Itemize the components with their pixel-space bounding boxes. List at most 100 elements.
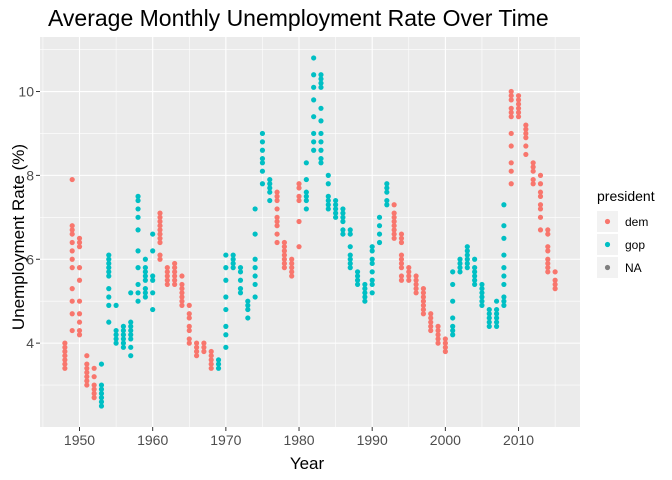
- data-point-gop: [237, 286, 244, 292]
- data-point-gop: [252, 281, 258, 288]
- data-point-dem: [508, 97, 514, 103]
- data-point-gop: [106, 256, 112, 262]
- data-point-gop: [479, 298, 485, 304]
- data-point-gop: [252, 256, 258, 262]
- data-point-gop: [120, 332, 127, 338]
- data-point-gop: [142, 290, 148, 296]
- data-point-dem: [523, 130, 529, 137]
- data-point-dem: [208, 357, 214, 363]
- data-point-gop: [479, 281, 485, 288]
- data-point-dem: [76, 332, 83, 338]
- data-point-gop: [479, 286, 485, 292]
- legend-key-gop: [604, 241, 611, 248]
- data-point-gop: [362, 290, 368, 296]
- data-point-gop: [237, 290, 244, 296]
- data-point-dem: [508, 160, 514, 166]
- data-point-gop: [128, 336, 134, 342]
- data-point-gop: [376, 223, 383, 229]
- data-point-dem: [537, 189, 544, 195]
- data-point-dem: [545, 265, 551, 271]
- data-point-gop: [318, 76, 324, 82]
- data-point-dem: [179, 302, 185, 308]
- data-point-gop: [142, 273, 148, 279]
- data-point-dem: [289, 269, 295, 275]
- data-point-gop: [303, 189, 309, 195]
- data-point-gop: [501, 252, 507, 258]
- data-point-gop: [472, 265, 478, 271]
- data-point-gop: [340, 227, 346, 233]
- data-point-dem: [537, 172, 544, 178]
- data-point-dem: [76, 277, 83, 283]
- data-point-dem: [420, 290, 427, 296]
- data-point-gop: [303, 160, 309, 166]
- data-point-dem: [296, 197, 302, 204]
- data-point-gop: [369, 244, 375, 250]
- data-point-dem: [420, 294, 427, 300]
- data-point-dem: [442, 344, 448, 350]
- data-point-dem: [179, 294, 185, 300]
- data-point-gop: [472, 281, 478, 288]
- data-point-gop: [486, 319, 492, 325]
- data-point-gop: [501, 281, 507, 288]
- data-point-dem: [84, 353, 90, 359]
- data-point-dem: [391, 235, 397, 241]
- data-point-dem: [274, 206, 280, 212]
- data-point-dem: [398, 265, 405, 271]
- data-point-dem: [76, 311, 83, 317]
- data-point-dem: [157, 231, 163, 237]
- data-point-dem: [186, 311, 192, 317]
- data-point-dem: [428, 311, 434, 317]
- data-point-dem: [515, 93, 522, 99]
- data-point-gop: [223, 306, 229, 313]
- data-point-dem: [545, 256, 551, 262]
- data-point-gop: [98, 361, 105, 367]
- data-point-gop: [450, 281, 456, 288]
- data-point-dem: [391, 202, 397, 208]
- data-point-dem: [281, 265, 287, 271]
- data-point-dem: [186, 323, 192, 329]
- data-point-dem: [208, 348, 214, 355]
- data-point-gop: [98, 390, 105, 397]
- y-tick-label: 4: [26, 335, 34, 351]
- data-point-dem: [186, 340, 192, 346]
- data-point-dem: [281, 239, 287, 246]
- data-point-gop: [237, 277, 244, 283]
- data-point-dem: [193, 348, 200, 355]
- data-point-gop: [150, 231, 156, 237]
- data-point-dem: [186, 327, 192, 334]
- data-point-dem: [76, 244, 83, 250]
- x-tick-label: 2010: [503, 432, 534, 448]
- x-tick-label: 1980: [283, 432, 314, 448]
- data-point-gop: [318, 156, 324, 162]
- data-point-gop: [259, 147, 266, 153]
- data-point-gop: [128, 319, 134, 325]
- data-point-dem: [398, 239, 405, 246]
- data-point-dem: [296, 185, 302, 191]
- data-point-gop: [135, 248, 141, 254]
- data-point-gop: [120, 323, 127, 329]
- data-point-gop: [230, 252, 236, 258]
- data-point-gop: [150, 277, 156, 283]
- data-point-dem: [157, 223, 163, 229]
- data-point-gop: [252, 206, 258, 212]
- data-point-gop: [384, 202, 390, 208]
- data-point-gop: [354, 277, 361, 283]
- data-point-dem: [442, 348, 448, 355]
- data-point-dem: [157, 214, 163, 220]
- data-point-gop: [479, 302, 485, 308]
- data-point-gop: [150, 290, 156, 296]
- data-point-dem: [508, 105, 514, 111]
- data-point-gop: [113, 327, 119, 334]
- data-point-gop: [106, 269, 112, 275]
- data-point-dem: [157, 235, 163, 241]
- data-point-dem: [179, 273, 185, 279]
- data-point-gop: [318, 139, 324, 145]
- data-point-gop: [347, 252, 353, 258]
- data-point-dem: [164, 281, 170, 288]
- data-point-gop: [501, 202, 507, 208]
- data-point-gop: [325, 172, 331, 178]
- data-point-dem: [420, 302, 427, 308]
- data-point-gop: [340, 210, 346, 216]
- data-point-gop: [318, 105, 324, 111]
